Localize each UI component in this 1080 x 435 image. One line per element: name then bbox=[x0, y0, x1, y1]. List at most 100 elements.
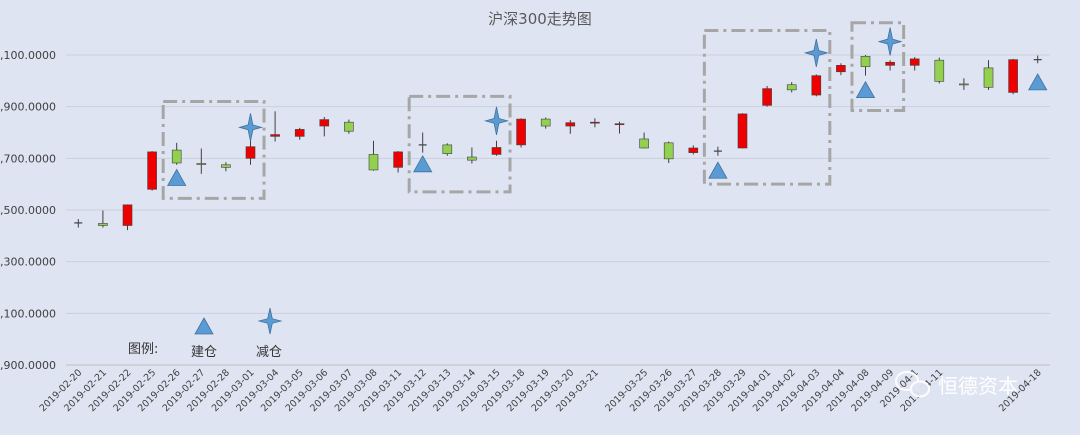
candle bbox=[688, 145, 699, 155]
candle-body bbox=[737, 113, 748, 149]
candle bbox=[122, 204, 133, 231]
candle bbox=[393, 151, 403, 173]
y-axis: 2,900.0000 3,100.0000 3,300.0000 3,500.0000… bbox=[0, 49, 56, 372]
watermark: 恒德资本 bbox=[895, 371, 1018, 398]
candle-body bbox=[245, 146, 256, 159]
candle bbox=[786, 82, 797, 93]
candle-body bbox=[663, 142, 674, 160]
highlight-box bbox=[161, 100, 266, 200]
y-tick-label: 3,900.0000 bbox=[0, 101, 56, 114]
candle bbox=[1033, 55, 1042, 64]
candle bbox=[713, 146, 722, 156]
candle bbox=[294, 127, 305, 140]
y-tick-label: 4,100.0000 bbox=[0, 49, 56, 62]
candle bbox=[983, 60, 994, 90]
candle bbox=[614, 121, 625, 134]
candle-body bbox=[540, 118, 551, 127]
candle bbox=[762, 86, 772, 107]
candle-body bbox=[442, 144, 453, 154]
candle-body bbox=[762, 88, 772, 106]
candle bbox=[147, 151, 157, 191]
candle bbox=[663, 141, 674, 163]
candle bbox=[934, 57, 945, 84]
candle-body bbox=[811, 75, 822, 96]
reduce-marker bbox=[877, 27, 903, 56]
candle bbox=[565, 120, 576, 134]
candle bbox=[98, 210, 108, 228]
y-tick-label: 3,300.0000 bbox=[0, 256, 56, 269]
candle-body bbox=[983, 67, 994, 88]
candle-body bbox=[467, 156, 477, 161]
candle-body bbox=[639, 138, 649, 149]
candle-body bbox=[860, 55, 871, 67]
candle bbox=[811, 74, 822, 97]
candle bbox=[171, 142, 182, 165]
x-axis: 2019-02-202019-02-212019-02-222019-02-25… bbox=[38, 367, 1044, 414]
candle-body bbox=[614, 123, 625, 126]
y-tick-label: 3,100.0000 bbox=[0, 307, 56, 320]
candle bbox=[270, 111, 280, 142]
candle bbox=[860, 55, 871, 76]
candles bbox=[74, 55, 1042, 231]
candle bbox=[74, 219, 83, 228]
candle bbox=[836, 63, 846, 76]
candle bbox=[737, 113, 748, 149]
candle bbox=[368, 140, 379, 171]
highlight-boxes bbox=[161, 21, 906, 200]
candle-body bbox=[196, 163, 207, 165]
y-tick-label: 3,700.0000 bbox=[0, 152, 56, 165]
y-tick-label: 3,500.0000 bbox=[0, 204, 56, 217]
candle-body bbox=[786, 84, 797, 91]
highlight-box bbox=[702, 28, 832, 186]
candle bbox=[959, 78, 969, 90]
candle-body bbox=[934, 59, 945, 82]
wechat-icon bbox=[895, 371, 930, 398]
chart-title: 沪深300走势图 bbox=[488, 10, 592, 28]
candle-body bbox=[909, 58, 920, 66]
watermark-text: 恒德资本 bbox=[938, 374, 1018, 398]
candle bbox=[319, 117, 330, 137]
candle-body bbox=[147, 151, 157, 190]
build-marker bbox=[855, 80, 876, 99]
candle bbox=[540, 117, 551, 129]
trade-markers bbox=[167, 27, 1048, 186]
candle-body bbox=[344, 121, 354, 132]
candle-body bbox=[221, 164, 231, 168]
highlight-box bbox=[407, 94, 512, 194]
candle bbox=[442, 143, 453, 156]
candle bbox=[1008, 58, 1018, 95]
candle bbox=[909, 57, 920, 71]
candle-body bbox=[516, 118, 526, 146]
candle-body bbox=[270, 134, 280, 137]
candle bbox=[344, 119, 354, 134]
candle-body bbox=[171, 149, 182, 164]
reduce-marker bbox=[803, 38, 829, 68]
candle bbox=[491, 140, 502, 156]
build-marker bbox=[1028, 73, 1048, 91]
candle-body bbox=[565, 122, 576, 127]
y-tick-label: 2,900.0000 bbox=[0, 359, 56, 372]
legend-title: 图例: bbox=[128, 342, 158, 357]
candle-body bbox=[836, 65, 846, 73]
candle bbox=[885, 60, 895, 71]
legend-label-build: 建仓 bbox=[191, 345, 217, 360]
legend-label-reduce: 减仓 bbox=[256, 345, 282, 360]
build-marker bbox=[167, 168, 187, 186]
candle-body bbox=[319, 119, 330, 127]
candle-body bbox=[885, 61, 895, 66]
legend-triangle-icon bbox=[194, 317, 214, 335]
gridlines bbox=[66, 54, 1050, 366]
candle-body bbox=[491, 147, 502, 155]
candle-body bbox=[959, 83, 969, 86]
candle bbox=[418, 132, 427, 153]
build-marker bbox=[413, 154, 433, 173]
legend: 图例: 建仓 减仓 bbox=[128, 307, 283, 360]
candle bbox=[516, 118, 526, 148]
candle bbox=[467, 147, 477, 164]
candle bbox=[639, 132, 649, 149]
candle bbox=[590, 118, 600, 128]
candle-body bbox=[1008, 59, 1018, 93]
candle bbox=[221, 162, 231, 172]
candle-body bbox=[368, 154, 379, 171]
